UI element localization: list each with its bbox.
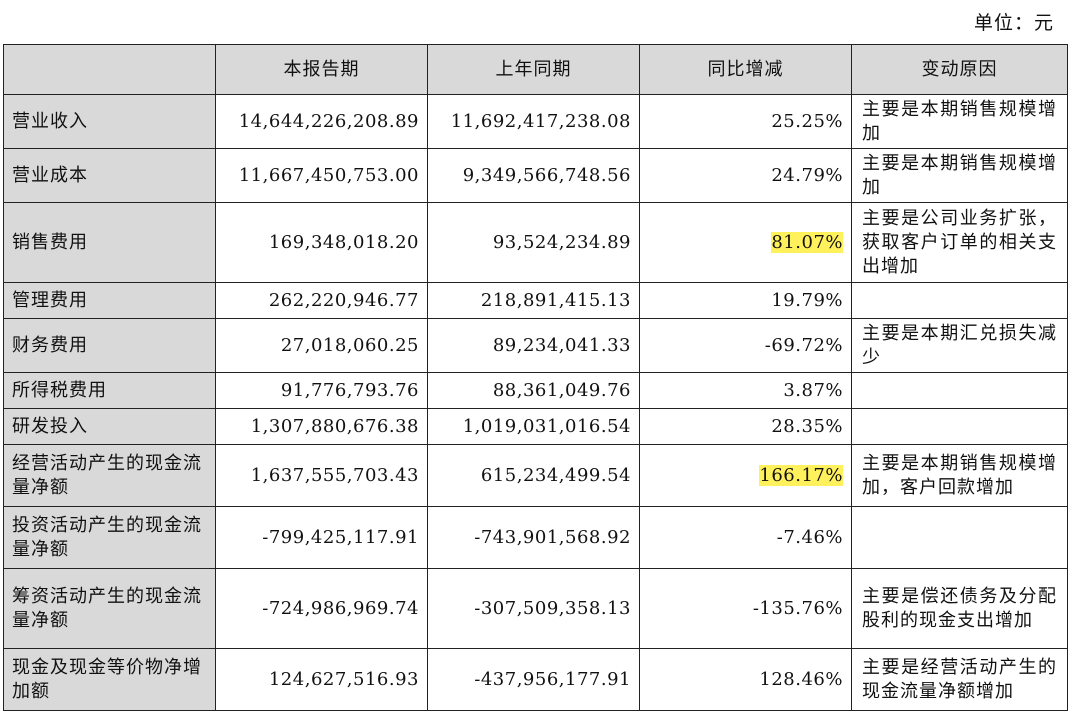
yoy-change-value: 25.25% xyxy=(771,110,843,132)
change-reason-text: 主要是公司业务扩张，获取客户订单的相关支出增加 xyxy=(851,202,1068,283)
yoy-change-cell: 81.07% xyxy=(639,202,852,283)
change-reason-text: 主要是本期汇兑损失减少 xyxy=(851,318,1068,373)
yoy-change-value: -135.76% xyxy=(752,597,843,619)
table-body: 营业收入 14,644,226,208.89 11,692,417,238.08 25… xyxy=(3,94,1068,711)
table-row: 研发投入 1,307,880,676.38 1,019,031,016.54 28.3… xyxy=(3,408,1068,445)
previous-year-value: -743,901,568.92 xyxy=(427,506,640,569)
yoy-change-cell: 19.79% xyxy=(639,282,852,319)
change-reason-text: 主要是经营活动产生的现金流量净额增加 xyxy=(851,648,1068,711)
yoy-change-cell: 28.35% xyxy=(639,408,852,445)
yoy-change-value: -69.72% xyxy=(764,334,843,356)
current-period-value: 91,776,793.76 xyxy=(215,372,428,409)
row-item-name: 销售费用 xyxy=(3,202,216,283)
current-period-value: 1,637,555,703.43 xyxy=(215,444,428,507)
yoy-change-cell: -69.72% xyxy=(639,318,852,373)
yoy-change-cell: 25.25% xyxy=(639,94,852,149)
table-row: 筹资活动产生的现金流量净额 -724,986,969.74 -307,509,358… xyxy=(3,568,1068,649)
row-item-name: 投资活动产生的现金流量净额 xyxy=(3,506,216,569)
current-period-value: 124,627,516.93 xyxy=(215,648,428,711)
unit-label: 单位：元 xyxy=(973,12,1054,34)
change-reason-text xyxy=(851,408,1068,445)
row-item-name: 研发投入 xyxy=(3,408,216,445)
header-current-period: 本报告期 xyxy=(215,44,428,95)
yoy-change-cell: 166.17% xyxy=(639,444,852,507)
yoy-change-value: 128.46% xyxy=(759,668,843,690)
row-item-name: 现金及现金等价物净增加额 xyxy=(3,648,216,711)
current-period-value: 169,348,018.20 xyxy=(215,202,428,283)
current-period-value: 262,220,946.77 xyxy=(215,282,428,319)
current-period-value: 1,307,880,676.38 xyxy=(215,408,428,445)
previous-year-value: 615,234,499.54 xyxy=(427,444,640,507)
change-reason-text: 主要是本期销售规模增加 xyxy=(851,94,1068,149)
header-previous-year: 上年同期 xyxy=(427,44,640,95)
yoy-change-cell: 3.87% xyxy=(639,372,852,409)
header-change-reason: 变动原因 xyxy=(851,44,1068,95)
row-item-name: 所得税费用 xyxy=(3,372,216,409)
previous-year-value: 93,524,234.89 xyxy=(427,202,640,283)
change-reason-text xyxy=(851,506,1068,569)
table-row: 投资活动产生的现金流量净额 -799,425,117.91 -743,901,568… xyxy=(3,506,1068,569)
yoy-change-value: 19.79% xyxy=(771,289,843,311)
previous-year-value: -437,956,177.91 xyxy=(427,648,640,711)
current-period-value: -724,986,969.74 xyxy=(215,568,428,649)
previous-year-value: 11,692,417,238.08 xyxy=(427,94,640,149)
table-row: 财务费用 27,018,060.25 89,234,041.33 -69.72% 主要是… xyxy=(3,318,1068,373)
current-period-value: 14,644,226,208.89 xyxy=(215,94,428,149)
change-reason-text xyxy=(851,282,1068,319)
row-item-name: 筹资活动产生的现金流量净额 xyxy=(3,568,216,649)
change-reason-text: 主要是偿还债务及分配股利的现金支出增加 xyxy=(851,568,1068,649)
table-row: 经营活动产生的现金流量净额 1,637,555,703.43 615,234,499… xyxy=(3,444,1068,507)
previous-year-value: 88,361,049.76 xyxy=(427,372,640,409)
table-row: 管理费用 262,220,946.77 218,891,415.13 19.79% xyxy=(3,282,1068,319)
yoy-change-value: 28.35% xyxy=(771,415,843,437)
header-yoy-change: 同比增减 xyxy=(639,44,852,95)
table-row: 营业收入 14,644,226,208.89 11,692,417,238.08 25… xyxy=(3,94,1068,149)
header-row: 本报告期 上年同期 同比增减 变动原因 xyxy=(3,44,1068,95)
yoy-change-cell: 24.79% xyxy=(639,148,852,203)
previous-year-value: 1,019,031,016.54 xyxy=(427,408,640,445)
table-row: 所得税费用 91,776,793.76 88,361,049.76 3.87% xyxy=(3,372,1068,409)
row-item-name: 财务费用 xyxy=(3,318,216,373)
current-period-value: -799,425,117.91 xyxy=(215,506,428,569)
current-period-value: 27,018,060.25 xyxy=(215,318,428,373)
table-row: 营业成本 11,667,450,753.00 9,349,566,748.56 24.… xyxy=(3,148,1068,203)
current-period-value: 11,667,450,753.00 xyxy=(215,148,428,203)
yoy-change-cell: -135.76% xyxy=(639,568,852,649)
row-item-name: 管理费用 xyxy=(3,282,216,319)
yoy-change-value: 166.17% xyxy=(759,464,843,486)
change-reason-text xyxy=(851,372,1068,409)
yoy-change-cell: -7.46% xyxy=(639,506,852,569)
yoy-change-value: 24.79% xyxy=(771,164,843,186)
row-item-name: 营业收入 xyxy=(3,94,216,149)
table-header: 本报告期 上年同期 同比增减 变动原因 xyxy=(3,44,1068,95)
row-item-name: 经营活动产生的现金流量净额 xyxy=(3,444,216,507)
yoy-change-value: -7.46% xyxy=(776,526,843,548)
previous-year-value: 9,349,566,748.56 xyxy=(427,148,640,203)
table-row: 现金及现金等价物净增加额 124,627,516.93 -437,956,177.9… xyxy=(3,648,1068,711)
yoy-change-value: 81.07% xyxy=(771,231,843,253)
table-row: 销售费用 169,348,018.20 93,524,234.89 81.07% 主要是… xyxy=(3,202,1068,283)
financial-comparison-table: 本报告期 上年同期 同比增减 变动原因 营业收入 14,644,226,208.8… xyxy=(3,44,1068,711)
yoy-change-value: 3.87% xyxy=(783,379,843,401)
previous-year-value: 89,234,041.33 xyxy=(427,318,640,373)
header-item-column xyxy=(3,44,216,95)
change-reason-text: 主要是本期销售规模增加 xyxy=(851,148,1068,203)
yoy-change-cell: 128.46% xyxy=(639,648,852,711)
row-item-name: 营业成本 xyxy=(3,148,216,203)
change-reason-text: 主要是本期销售规模增加，客户回款增加 xyxy=(851,444,1068,507)
previous-year-value: 218,891,415.13 xyxy=(427,282,640,319)
previous-year-value: -307,509,358.13 xyxy=(427,568,640,649)
